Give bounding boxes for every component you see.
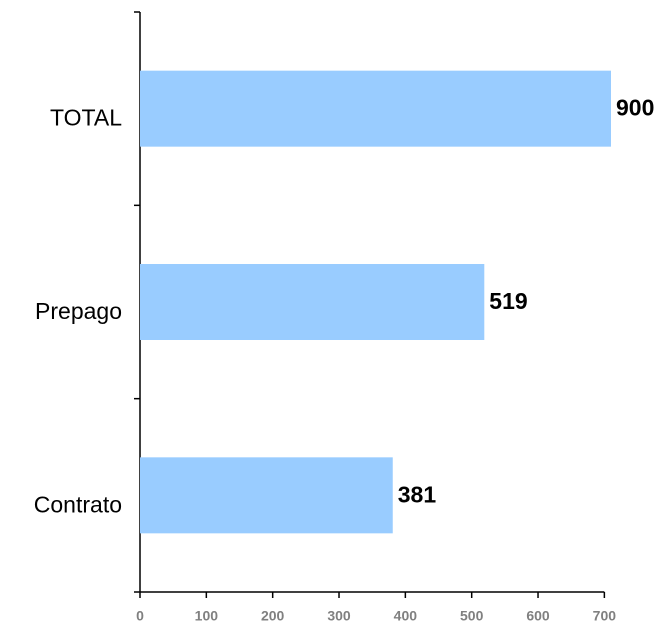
bar <box>140 70 611 147</box>
bars <box>140 70 611 534</box>
y-tick-label: Prepago <box>35 298 122 324</box>
x-tick-label: 500 <box>460 608 484 624</box>
x-tick-label: 300 <box>327 608 351 624</box>
y-tick-label: TOTAL <box>50 105 122 131</box>
x-tick-label: 600 <box>526 608 550 624</box>
x-tick-label: 700 <box>593 608 617 624</box>
y-tick-label: Contrato <box>34 491 122 517</box>
bar <box>140 264 485 340</box>
bar <box>140 457 393 534</box>
x-tick-label: 100 <box>195 608 219 624</box>
x-tick-label: 400 <box>394 608 418 624</box>
value-label: 381 <box>398 481 437 507</box>
x-tick-label: 200 <box>261 608 285 624</box>
value-label: 519 <box>489 288 527 314</box>
value-label: 900 <box>616 95 654 121</box>
x-tick-label: 0 <box>136 608 144 624</box>
